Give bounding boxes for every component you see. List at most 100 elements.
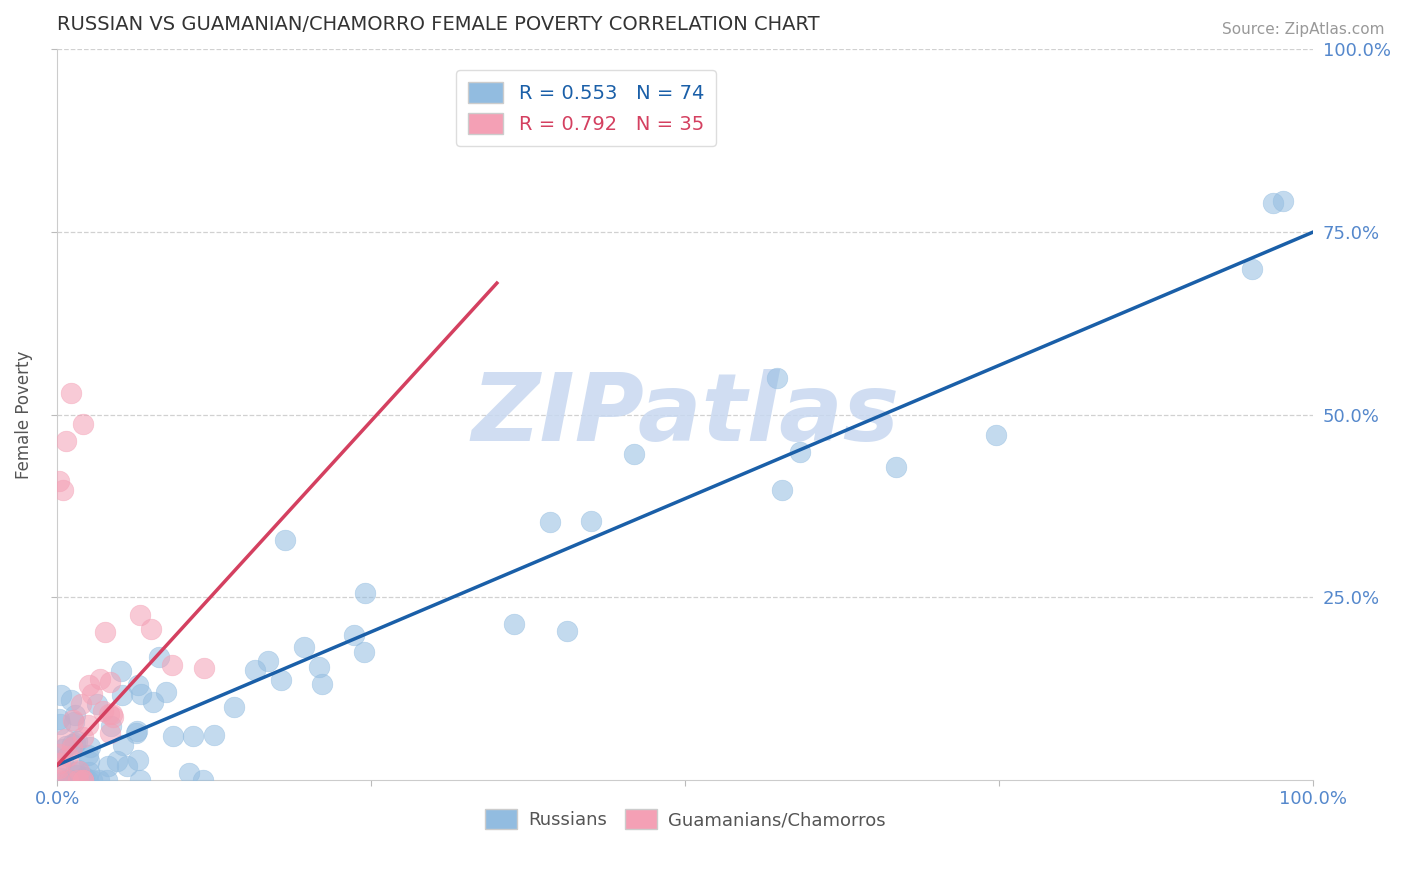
Point xyxy=(94,625,117,640)
Point xyxy=(72,772,94,787)
Point xyxy=(51,741,73,756)
Point xyxy=(125,726,148,740)
Point xyxy=(98,707,121,722)
Point xyxy=(142,695,165,709)
Point xyxy=(623,446,645,460)
Point xyxy=(52,483,75,497)
Point xyxy=(72,731,94,745)
Point xyxy=(141,622,163,636)
Point xyxy=(60,772,83,787)
Point xyxy=(56,772,79,787)
Point xyxy=(59,386,82,401)
Point xyxy=(77,718,100,732)
Point xyxy=(115,759,138,773)
Point xyxy=(245,663,267,677)
Point xyxy=(51,688,73,702)
Point xyxy=(128,772,150,787)
Point xyxy=(789,445,811,459)
Point xyxy=(100,725,122,739)
Legend: Russians, Guamanians/Chamorros: Russians, Guamanians/Chamorros xyxy=(478,802,893,837)
Point xyxy=(60,740,83,755)
Point xyxy=(100,719,122,733)
Point xyxy=(98,674,121,689)
Point xyxy=(59,693,82,707)
Point xyxy=(66,734,89,748)
Point xyxy=(308,660,330,674)
Point xyxy=(62,713,84,727)
Point xyxy=(1272,194,1295,208)
Point xyxy=(1241,262,1264,277)
Point xyxy=(52,752,75,766)
Point xyxy=(202,728,225,742)
Point xyxy=(49,716,72,731)
Point xyxy=(224,699,246,714)
Point xyxy=(82,687,104,701)
Point xyxy=(111,688,134,702)
Point xyxy=(110,664,132,678)
Point xyxy=(76,772,98,787)
Point xyxy=(87,772,110,787)
Point xyxy=(1263,195,1285,210)
Point xyxy=(60,737,83,751)
Point xyxy=(96,772,118,787)
Point xyxy=(270,673,292,688)
Point xyxy=(53,731,76,746)
Point xyxy=(48,474,70,488)
Point xyxy=(48,712,70,726)
Point xyxy=(72,770,94,784)
Point xyxy=(58,772,80,787)
Point xyxy=(67,763,90,777)
Point xyxy=(765,371,787,385)
Point xyxy=(257,654,280,668)
Point xyxy=(72,772,94,787)
Point xyxy=(65,768,87,782)
Point xyxy=(354,586,377,600)
Point xyxy=(181,729,204,743)
Point xyxy=(97,759,120,773)
Point xyxy=(55,434,77,449)
Point xyxy=(292,640,315,655)
Point xyxy=(67,764,90,779)
Point xyxy=(770,483,793,498)
Point xyxy=(129,687,152,701)
Point xyxy=(77,765,100,780)
Point xyxy=(538,515,561,529)
Point xyxy=(107,755,129,769)
Point xyxy=(311,677,333,691)
Point xyxy=(101,707,124,722)
Point xyxy=(127,753,149,767)
Point xyxy=(51,772,73,786)
Point xyxy=(160,658,183,673)
Point xyxy=(48,772,70,787)
Point xyxy=(77,678,100,692)
Text: Source: ZipAtlas.com: Source: ZipAtlas.com xyxy=(1222,22,1385,37)
Text: RUSSIAN VS GUAMANIAN/CHAMORRO FEMALE POVERTY CORRELATION CHART: RUSSIAN VS GUAMANIAN/CHAMORRO FEMALE POV… xyxy=(58,15,820,34)
Point xyxy=(62,714,84,729)
Point xyxy=(191,772,214,787)
Point xyxy=(343,628,366,642)
Point xyxy=(55,739,77,753)
Point xyxy=(67,772,90,787)
Point xyxy=(101,709,124,723)
Point xyxy=(77,754,100,768)
Point xyxy=(93,704,115,718)
Point xyxy=(89,672,111,686)
Point xyxy=(76,748,98,763)
Point xyxy=(129,607,152,622)
Point xyxy=(986,427,1008,442)
Point xyxy=(148,650,170,665)
Point xyxy=(79,739,101,754)
Point xyxy=(155,685,177,699)
Point xyxy=(69,698,91,712)
Text: ZIPatlas: ZIPatlas xyxy=(471,368,900,460)
Point xyxy=(274,533,297,548)
Point xyxy=(55,772,77,787)
Point xyxy=(579,514,602,528)
Point xyxy=(127,723,149,738)
Point xyxy=(48,761,70,775)
Point xyxy=(162,729,184,743)
Point xyxy=(503,617,526,632)
Point xyxy=(63,707,86,722)
Point xyxy=(177,766,200,780)
Point xyxy=(65,764,87,779)
